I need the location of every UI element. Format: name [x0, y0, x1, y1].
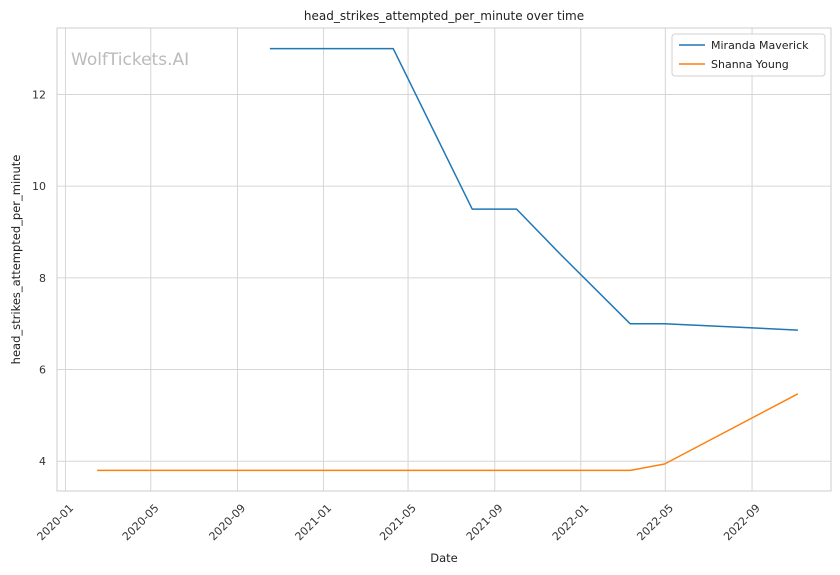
x-axis-title: Date	[430, 551, 458, 565]
legend-label: Miranda Maverick	[711, 39, 809, 52]
legend: Miranda Maverick Shanna Young	[671, 33, 826, 77]
y-tick-label: 4	[39, 455, 46, 468]
series-line	[97, 393, 799, 472]
series-lines	[97, 47, 799, 472]
y-tick-label: 12	[32, 88, 46, 101]
grid-lines	[57, 28, 831, 491]
y-tick-label: 8	[39, 272, 46, 285]
legend-box	[671, 33, 826, 77]
chart-title: head_strikes_attempted_per_minute over t…	[304, 9, 584, 23]
plot-frame	[56, 27, 832, 492]
y-tick-label: 10	[32, 180, 46, 193]
y-tick-label: 6	[39, 364, 46, 377]
y-axis-title: head_strikes_attempted_per_minute	[9, 155, 23, 365]
legend-label: Shanna Young	[711, 58, 789, 71]
series-line	[269, 47, 798, 331]
watermark-text: WolfTickets.AI	[71, 50, 189, 70]
